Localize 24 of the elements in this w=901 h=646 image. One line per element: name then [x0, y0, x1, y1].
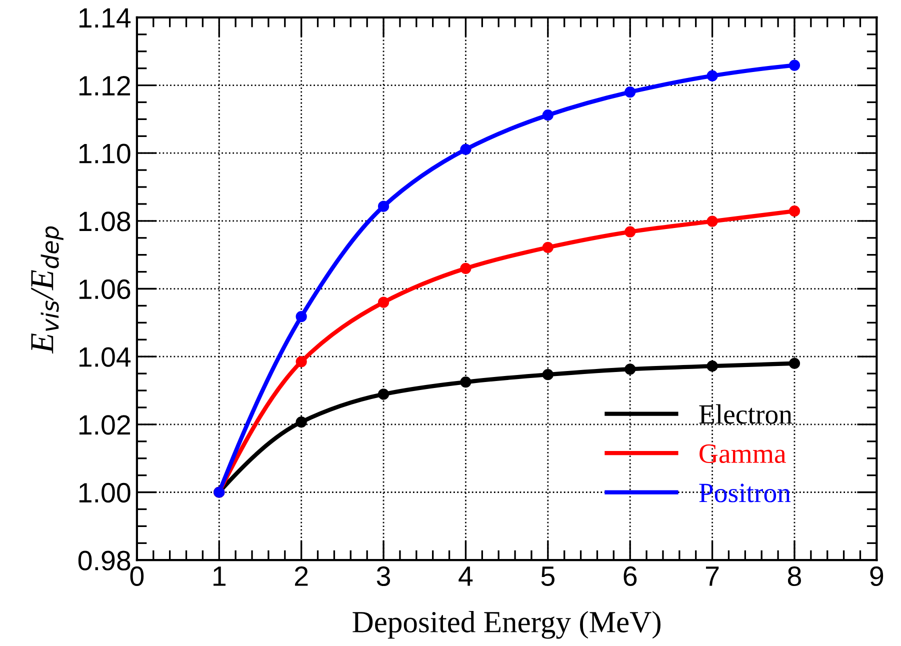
y-tick-label: 0.98: [78, 550, 130, 570]
x-tick-label: 5: [541, 566, 554, 586]
y-tick-label: 1.02: [79, 415, 130, 435]
y-tick-label: 1.10: [79, 144, 130, 164]
x-tick-label: 8: [788, 566, 801, 586]
x-tick-label: 6: [624, 566, 637, 586]
legend-label: Gamma: [700, 444, 786, 464]
y-tick-label: 1.12: [79, 76, 130, 96]
x-tick-label: 4: [458, 566, 473, 586]
y-tick-label: 1.08: [79, 212, 130, 232]
x-tick-label: 7: [706, 566, 719, 586]
y-tick-label: 1.04: [79, 347, 131, 367]
y-axis-title: E$_{vis}$/E$_{dep}$: [31, 226, 64, 354]
legend-label: Positron: [699, 484, 791, 502]
y-tick-label: 1.00: [79, 482, 130, 503]
y-tick-label: 1.06: [79, 279, 130, 300]
x-tick-label: 0: [130, 566, 144, 586]
x-tick-label: 1: [214, 566, 226, 586]
x-axis-title: Deposited Energy (MeV): [352, 610, 660, 639]
x-tick-label: 3: [376, 566, 390, 586]
legend-label: Electron: [699, 404, 792, 424]
x-tick-label: 2: [295, 566, 308, 586]
x-tick-label: 9: [870, 566, 884, 586]
y-tick-label: 1.14: [79, 8, 131, 28]
